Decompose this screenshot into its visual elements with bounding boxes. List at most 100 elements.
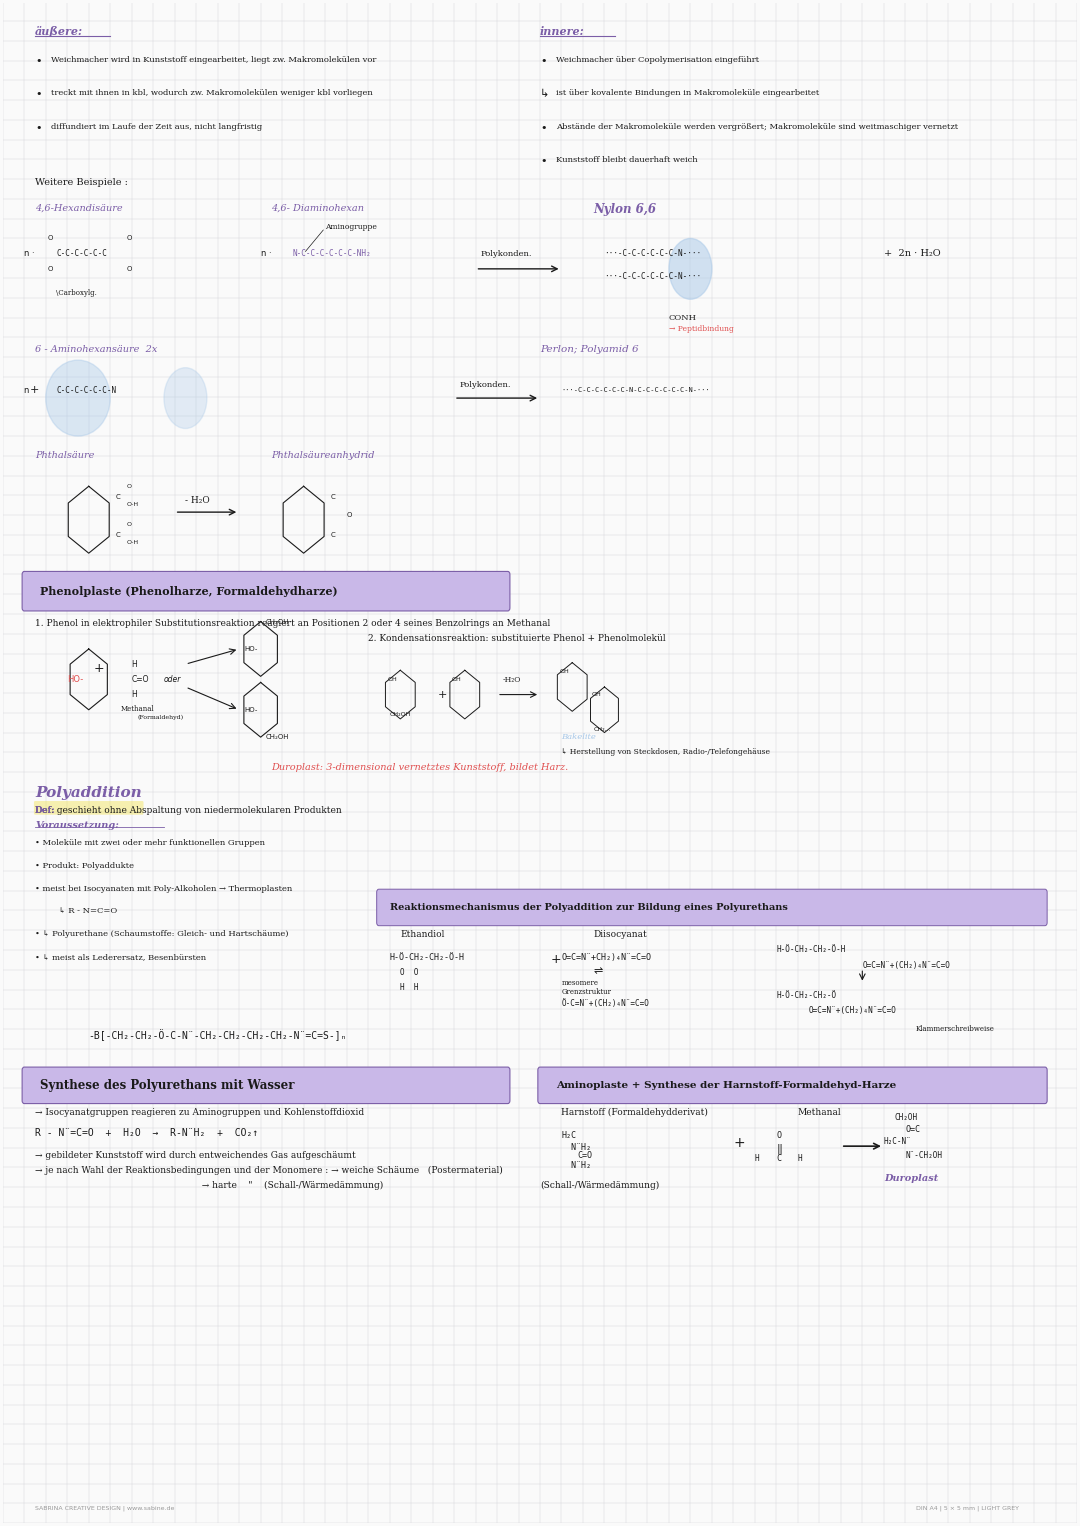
Text: •: • <box>35 124 41 133</box>
Text: → Isocyanatgruppen reagieren zu Aminogruppen und Kohlenstoffdioxid: → Isocyanatgruppen reagieren zu Aminogru… <box>35 1108 364 1117</box>
Text: Weitere Beispiele :: Weitere Beispiele : <box>35 177 127 186</box>
Text: -B[-CH₂-CH₂-Ö-C-N̈-CH₂-CH₂-CH₂-CH₂-N̈=C=S-]ₙ: -B[-CH₂-CH₂-Ö-C-N̈-CH₂-CH₂-CH₂-CH₂-N̈=C=… <box>89 1029 348 1041</box>
Text: C=O: C=O <box>132 674 149 684</box>
Text: O: O <box>126 484 132 488</box>
Text: mesomere: mesomere <box>562 978 598 987</box>
Text: •: • <box>35 56 41 66</box>
Text: Synthese des Polyurethans mit Wasser: Synthese des Polyurethans mit Wasser <box>40 1079 295 1091</box>
Text: Aminoplaste + Synthese der Harnstoff-Formaldehyd-Harze: Aminoplaste + Synthese der Harnstoff-For… <box>556 1080 896 1090</box>
Text: C: C <box>777 1154 781 1163</box>
Text: ↳: ↳ <box>540 90 550 99</box>
Text: +: + <box>437 690 447 699</box>
Text: O-H: O-H <box>126 540 138 545</box>
Text: H₂C-N̈: H₂C-N̈ <box>883 1137 912 1146</box>
Text: SABRINA CREATIVE DESIGN | www.sabine.de: SABRINA CREATIVE DESIGN | www.sabine.de <box>35 1506 174 1511</box>
Text: Def: geschieht ohne Abspaltung von niedermolekularen Produkten: Def: geschieht ohne Abspaltung von niede… <box>35 806 341 815</box>
Text: O=C: O=C <box>905 1125 920 1134</box>
Text: H  H: H H <box>401 983 419 992</box>
Text: •: • <box>35 90 41 99</box>
Text: innere:: innere: <box>540 26 584 37</box>
Text: C: C <box>330 533 335 539</box>
Text: \Carboxylg.: \Carboxylg. <box>56 288 97 296</box>
Text: -H₂O: -H₂O <box>502 676 521 684</box>
Text: (Schall-/Wärmedämmung): (Schall-/Wärmedämmung) <box>540 1181 659 1190</box>
Text: H: H <box>755 1154 759 1163</box>
Text: C=O: C=O <box>578 1151 593 1160</box>
Text: ···-C-C-C-C-C-C-N-C-C-C-C-C-C-N-···: ···-C-C-C-C-C-C-N-C-C-C-C-C-C-N-··· <box>562 388 711 394</box>
Text: Diisocyanat: Diisocyanat <box>594 931 648 938</box>
Text: Bakelite: Bakelite <box>562 732 596 740</box>
Text: O-H: O-H <box>126 502 138 507</box>
Text: • ↳ Polyurethane (Schaumstoffe: Gleich- und Hartschäume): • ↳ Polyurethane (Schaumstoffe: Gleich- … <box>35 931 288 938</box>
Ellipse shape <box>669 238 712 299</box>
Text: O=C=N̈+CH₂)₄N̈=C=O: O=C=N̈+CH₂)₄N̈=C=O <box>562 954 651 961</box>
Text: Polykonden.: Polykonden. <box>459 382 511 389</box>
Text: • meist bei Isocyanaten mit Poly-Alkoholen → Thermoplasten: • meist bei Isocyanaten mit Poly-Alkohol… <box>35 885 293 893</box>
Text: oder: oder <box>164 674 181 684</box>
Text: ‖: ‖ <box>777 1143 782 1154</box>
Text: CH₂OH: CH₂OH <box>894 1112 918 1122</box>
Text: C: C <box>116 533 120 539</box>
Text: HO-: HO- <box>244 707 258 713</box>
Text: OH: OH <box>592 693 602 697</box>
FancyBboxPatch shape <box>33 801 144 815</box>
Ellipse shape <box>164 368 207 429</box>
Text: ···-C-C-C-C-C-C-N-···: ···-C-C-C-C-C-C-N-··· <box>605 272 702 281</box>
Text: R - N̈=C=O  +  H₂O  →  R-N̈H₂  +  CO₂↑: R - N̈=C=O + H₂O → R-N̈H₂ + CO₂↑ <box>35 1128 258 1138</box>
Text: Methanal: Methanal <box>121 705 154 713</box>
Text: → gebildeter Kunststoff wird durch entweichendes Gas aufgeschäumt: → gebildeter Kunststoff wird durch entwe… <box>35 1151 355 1160</box>
Text: 4,6-Hexandisäure: 4,6-Hexandisäure <box>35 203 123 212</box>
Text: H: H <box>798 1154 802 1163</box>
Text: treckt mit ihnen in kbl, wodurch zw. Makromolekülen weniger kbl vorliegen: treckt mit ihnen in kbl, wodurch zw. Mak… <box>51 90 373 98</box>
Text: +: + <box>29 386 39 395</box>
Text: •: • <box>540 56 546 66</box>
Text: +: + <box>551 954 562 966</box>
Ellipse shape <box>45 360 110 436</box>
Text: Voraussetzung:: Voraussetzung: <box>35 821 119 830</box>
Text: CH₂OH: CH₂OH <box>266 618 289 624</box>
Text: 2. Kondensationsreaktion: substituierte Phenol + Phenolmolekül: 2. Kondensationsreaktion: substituierte … <box>368 633 665 642</box>
Text: H-Ö-CH₂-CH₂-Ö-H: H-Ö-CH₂-CH₂-Ö-H <box>777 946 846 954</box>
Text: +: + <box>733 1135 745 1149</box>
Text: H: H <box>132 690 137 699</box>
Text: Reaktionsmechanismus der Polyaddition zur Bildung eines Polyurethans: Reaktionsmechanismus der Polyaddition zu… <box>390 903 787 913</box>
Text: → Peptidbindung: → Peptidbindung <box>669 325 733 333</box>
Text: CH₂OH: CH₂OH <box>266 734 289 740</box>
Text: H-Ö-CH₂-CH₂-Ö: H-Ö-CH₂-CH₂-Ö <box>777 990 837 1000</box>
Text: OH: OH <box>388 678 397 682</box>
Text: ⇌: ⇌ <box>594 966 603 977</box>
Text: O  O: O O <box>401 969 419 977</box>
Text: CH₂OH: CH₂OH <box>390 711 411 717</box>
Text: Phthalsäure: Phthalsäure <box>35 452 94 461</box>
FancyBboxPatch shape <box>538 1067 1048 1103</box>
Text: DIN A4 | 5 × 5 mm | LIGHT GREY: DIN A4 | 5 × 5 mm | LIGHT GREY <box>916 1506 1020 1511</box>
Text: N̈H₂: N̈H₂ <box>562 1143 592 1152</box>
Text: Methanal: Methanal <box>798 1108 841 1117</box>
Text: Duroplast: Duroplast <box>883 1173 939 1183</box>
Text: +  2n · H₂O: + 2n · H₂O <box>883 249 941 258</box>
Text: O: O <box>347 513 352 519</box>
Text: Grenzstruktur: Grenzstruktur <box>562 987 611 996</box>
FancyBboxPatch shape <box>377 890 1048 926</box>
Text: O: O <box>126 266 132 272</box>
Text: O: O <box>126 522 132 526</box>
Text: C: C <box>116 494 120 501</box>
Text: - H₂O: - H₂O <box>186 496 211 505</box>
Text: C-C-C-C-C-C-N: C-C-C-C-C-C-N <box>56 386 117 395</box>
Text: ···-C-C-C-C-C-C-N-···: ···-C-C-C-C-C-C-N-··· <box>605 249 702 258</box>
Text: O: O <box>777 1131 781 1140</box>
Text: ist über kovalente Bindungen in Makromoleküle eingearbeitet: ist über kovalente Bindungen in Makromol… <box>556 90 820 98</box>
Text: Duroplast: 3-dimensional vernetztes Kunststoff, bildet Harz.: Duroplast: 3-dimensional vernetztes Kuns… <box>271 763 569 772</box>
Text: OH: OH <box>451 678 461 682</box>
Text: HO-: HO- <box>244 645 258 652</box>
Text: H-Ö-CH₂-CH₂-Ö-H: H-Ö-CH₂-CH₂-Ö-H <box>390 954 464 961</box>
Text: Polyaddition: Polyaddition <box>35 786 141 800</box>
Text: Phenolplaste (Phenolharze, Formaldehydharze): Phenolplaste (Phenolharze, Formaldehydha… <box>40 586 338 597</box>
Text: Def:: Def: <box>35 806 56 815</box>
Text: Klammerschreibweise: Klammerschreibweise <box>916 1024 995 1033</box>
Text: Harnstoff (Formaldehydderivat): Harnstoff (Formaldehydderivat) <box>562 1108 708 1117</box>
Text: •: • <box>540 156 546 166</box>
Text: Aminogruppe: Aminogruppe <box>325 223 377 232</box>
Text: O: O <box>48 235 53 241</box>
Text: Weichmacher wird in Kunststoff eingearbeitet, liegt zw. Makromolekülen vor: Weichmacher wird in Kunststoff eingearbe… <box>51 56 377 64</box>
